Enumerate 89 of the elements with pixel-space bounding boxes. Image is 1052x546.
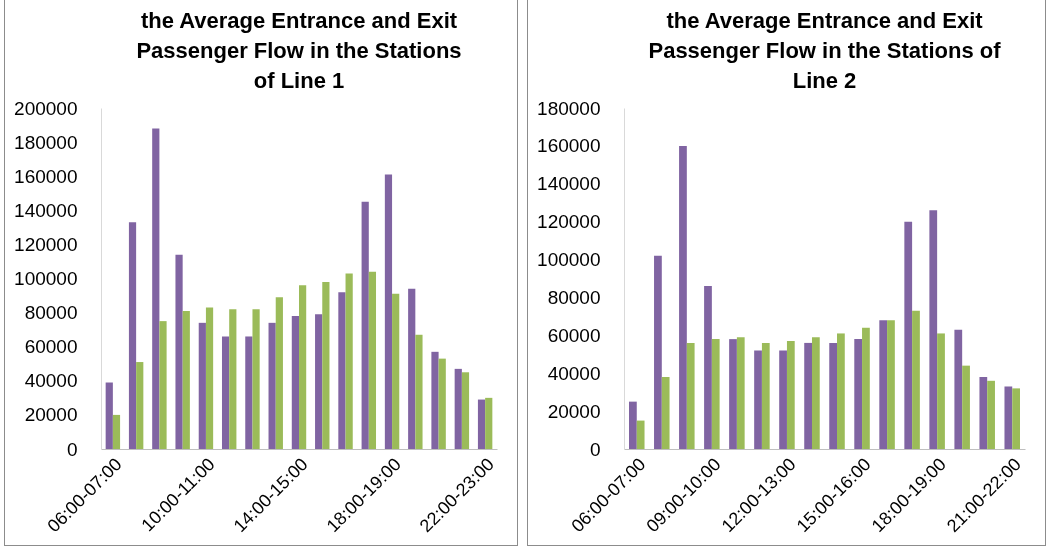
bar bbox=[754, 350, 762, 449]
bar bbox=[454, 368, 462, 449]
bar bbox=[408, 288, 416, 449]
bar bbox=[912, 310, 920, 449]
y-tick-label: 80000 bbox=[547, 286, 601, 308]
bar bbox=[1004, 386, 1013, 449]
bar bbox=[431, 351, 439, 449]
bar bbox=[322, 281, 330, 449]
bar bbox=[854, 339, 863, 449]
y-tick-label: 120000 bbox=[537, 211, 601, 233]
bar bbox=[829, 342, 838, 449]
bar bbox=[786, 341, 795, 449]
chart-title: the Average Entrance and Exit Passenger Flow in the Stations of Line 1 bbox=[136, 8, 462, 93]
bar bbox=[629, 401, 637, 449]
y-tick-label: 100000 bbox=[537, 249, 601, 271]
bar bbox=[384, 174, 393, 449]
y-tick-label: 180000 bbox=[14, 131, 78, 153]
bar bbox=[392, 293, 400, 449]
bar bbox=[299, 285, 307, 449]
bar bbox=[105, 382, 113, 449]
bar bbox=[461, 372, 470, 449]
bar bbox=[245, 336, 253, 449]
bar bbox=[636, 420, 645, 449]
bar bbox=[112, 414, 121, 449]
bar bbox=[229, 309, 237, 449]
bar bbox=[198, 322, 206, 449]
y-tick-label: 200000 bbox=[14, 97, 78, 119]
bar bbox=[361, 201, 369, 449]
bar bbox=[779, 350, 787, 449]
y-tick-label: 80000 bbox=[24, 302, 78, 324]
bar bbox=[979, 377, 988, 449]
bar bbox=[804, 342, 812, 449]
bar bbox=[962, 365, 970, 449]
y-tick-label: 100000 bbox=[14, 268, 78, 289]
bar bbox=[485, 397, 493, 449]
bar bbox=[679, 145, 687, 449]
y-tick-label: 160000 bbox=[14, 165, 78, 187]
bar bbox=[879, 320, 888, 449]
bar bbox=[1012, 388, 1020, 449]
y-tick-label: 180000 bbox=[537, 97, 601, 119]
bar bbox=[175, 254, 183, 449]
bar bbox=[862, 327, 870, 449]
bar bbox=[275, 297, 283, 449]
y-tick-label: 20000 bbox=[24, 404, 78, 426]
bar bbox=[338, 292, 346, 449]
bar bbox=[661, 377, 670, 449]
bar bbox=[205, 307, 214, 449]
bar bbox=[987, 380, 995, 449]
y-tick-label: 120000 bbox=[14, 233, 78, 255]
bar bbox=[252, 309, 260, 449]
y-tick-label: 60000 bbox=[24, 336, 78, 358]
y-tick-label: 0 bbox=[589, 438, 601, 460]
bar bbox=[736, 337, 745, 449]
y-tick-label: 160000 bbox=[537, 135, 601, 157]
bar bbox=[954, 329, 963, 449]
bar bbox=[291, 316, 299, 449]
bar bbox=[136, 362, 144, 449]
bar bbox=[761, 342, 770, 449]
bar bbox=[368, 271, 377, 449]
bar bbox=[221, 336, 230, 449]
bar bbox=[654, 255, 662, 449]
bar bbox=[128, 222, 137, 449]
y-tick-label: 40000 bbox=[24, 370, 78, 392]
bar bbox=[477, 399, 486, 449]
bar bbox=[415, 334, 423, 449]
bar bbox=[929, 210, 938, 449]
y-tick-label: 20000 bbox=[547, 400, 601, 422]
bar bbox=[438, 358, 446, 449]
bar bbox=[837, 333, 845, 449]
bar bbox=[711, 339, 720, 449]
bar bbox=[887, 320, 895, 449]
y-tick-label: 140000 bbox=[14, 199, 78, 221]
bar bbox=[704, 286, 712, 449]
bar bbox=[345, 273, 353, 449]
bar bbox=[159, 321, 167, 449]
bar bbox=[937, 333, 945, 449]
y-tick-label: 140000 bbox=[537, 173, 601, 195]
bar bbox=[811, 337, 820, 449]
y-tick-label: 0 bbox=[66, 438, 78, 460]
bar bbox=[268, 322, 276, 449]
bar bbox=[152, 128, 160, 449]
bar bbox=[729, 339, 737, 449]
bar bbox=[315, 314, 323, 449]
y-tick-label: 40000 bbox=[547, 362, 601, 384]
bar bbox=[182, 310, 190, 449]
y-tick-label: 60000 bbox=[547, 324, 601, 346]
bar bbox=[686, 342, 695, 449]
bar bbox=[904, 221, 913, 449]
chart-title: the Average Entrance and Exit Passenger Flow in the Stations of Line 2 bbox=[648, 8, 1002, 93]
